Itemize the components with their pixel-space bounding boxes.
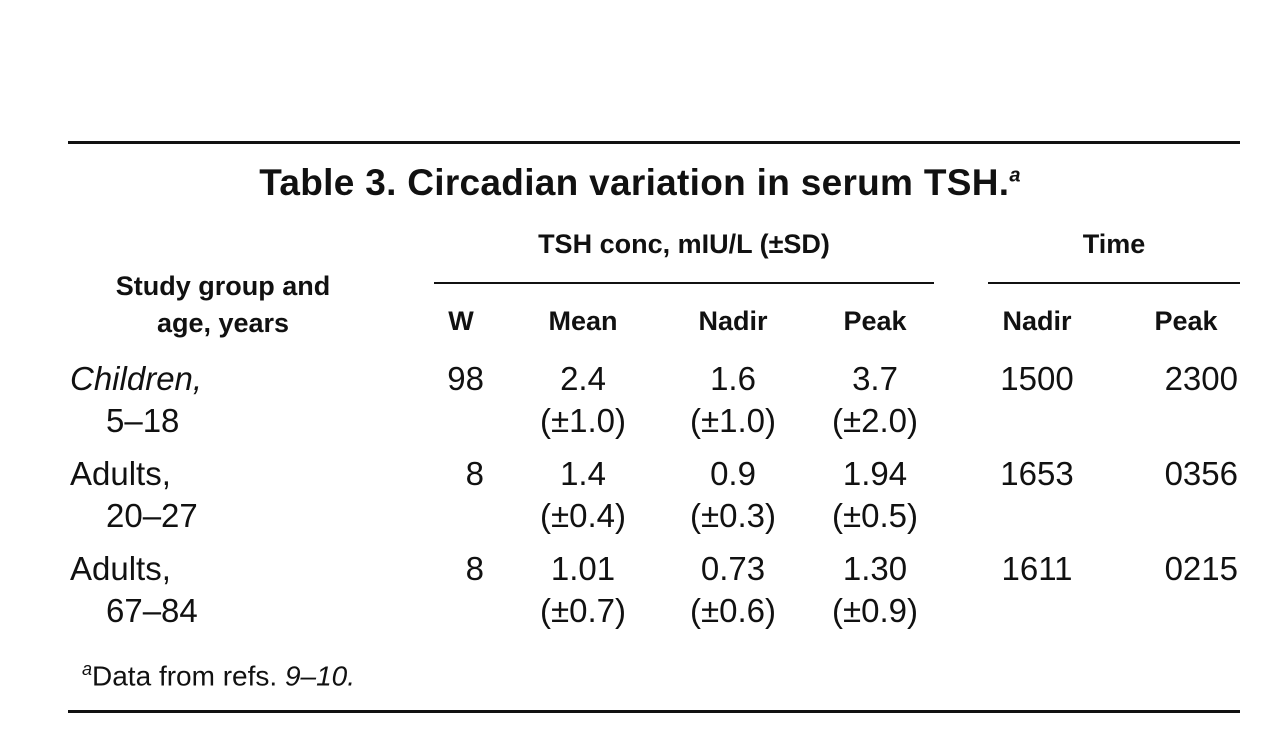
mean-sd: (±1.0) [540, 402, 626, 439]
row-n: 8 [465, 550, 484, 587]
row-time-nadir: 1611 [1001, 550, 1073, 587]
top-rule [68, 141, 1240, 144]
time-underline [988, 282, 1240, 284]
peak-value: 3.7 [852, 360, 898, 397]
tsh-conc-underline [434, 282, 934, 284]
row-mean: 1.01 (±0.7) [516, 548, 650, 632]
footnote-refs: 9–10. [284, 660, 356, 692]
nadir-value: 0.9 [710, 455, 756, 492]
row-peak: 1.94 (±0.5) [808, 453, 942, 537]
footnote-text: Data from refs. [92, 660, 285, 692]
study-group-header-line2: age, years [156, 308, 290, 338]
row-group-label: Adults, [70, 550, 171, 587]
row-age-range: 5–18 [106, 402, 180, 439]
row-time-peak: 2300 [1164, 360, 1238, 397]
nadir-value: 0.73 [700, 550, 766, 587]
row-nadir: 0.9 (±0.3) [666, 453, 800, 537]
mean-value: 1.4 [560, 455, 606, 492]
row-time-peak: 0215 [1164, 550, 1238, 587]
row-nadir: 1.6 (±1.0) [666, 358, 800, 442]
row-time-peak: 0356 [1164, 455, 1238, 492]
row-group-label: Adults, [70, 455, 171, 492]
row-nadir: 0.73 (±0.6) [666, 548, 800, 632]
footnote-mark: a [82, 659, 93, 679]
col-header-mean: Mean [548, 306, 618, 336]
row-n: 98 [447, 360, 484, 397]
row-peak: 3.7 (±2.0) [808, 358, 942, 442]
col-header-peak: Peak [843, 306, 907, 336]
row-n: 8 [465, 455, 484, 492]
row-time-nadir: 1653 [1000, 455, 1074, 492]
peak-value: 1.30 [842, 550, 908, 587]
row-age-range: 67–84 [106, 592, 198, 629]
col-header-n: W [448, 306, 474, 336]
row-peak: 1.30 (±0.9) [808, 548, 942, 632]
row-group-cell: Adults, 67–84 [70, 548, 198, 632]
col-header-time-peak: Peak [1154, 306, 1218, 336]
table-footnote: aData from refs. 9–10. [82, 659, 355, 692]
peak-value: 1.94 [842, 455, 908, 492]
peak-sd: (±2.0) [832, 402, 918, 439]
mean-value: 1.01 [550, 550, 616, 587]
time-group-header: Time [1082, 229, 1146, 259]
table-title-text: Table 3. Circadian variation in serum TS… [259, 162, 1010, 203]
table-title: Table 3. Circadian variation in serum TS… [0, 162, 1280, 204]
tsh-conc-group-header: TSH conc, mIU/L (±SD) [538, 229, 830, 259]
row-age-range: 20–27 [106, 497, 198, 534]
title-footnote-mark: a [1009, 164, 1021, 187]
peak-sd: (±0.9) [832, 592, 918, 629]
row-group-cell: Children, 5–18 [70, 358, 202, 442]
mean-sd: (±0.7) [540, 592, 626, 629]
row-group-cell: Adults, 20–27 [70, 453, 198, 537]
mean-sd: (±0.4) [540, 497, 626, 534]
peak-sd: (±0.5) [832, 497, 918, 534]
nadir-sd: (±0.6) [690, 592, 776, 629]
nadir-sd: (±1.0) [690, 402, 776, 439]
row-mean: 1.4 (±0.4) [516, 453, 650, 537]
nadir-value: 1.6 [710, 360, 756, 397]
row-group-label: Children, [70, 360, 203, 397]
mean-value: 2.4 [560, 360, 606, 397]
col-header-nadir: Nadir [698, 306, 768, 336]
study-group-header-line1: Study group and [115, 271, 331, 301]
bottom-rule [68, 710, 1240, 713]
nadir-sd: (±0.3) [690, 497, 776, 534]
row-time-nadir: 1500 [1000, 360, 1074, 397]
study-group-header: Study group and age, years [84, 268, 362, 342]
row-mean: 2.4 (±1.0) [516, 358, 650, 442]
col-header-time-nadir: Nadir [1002, 306, 1072, 336]
